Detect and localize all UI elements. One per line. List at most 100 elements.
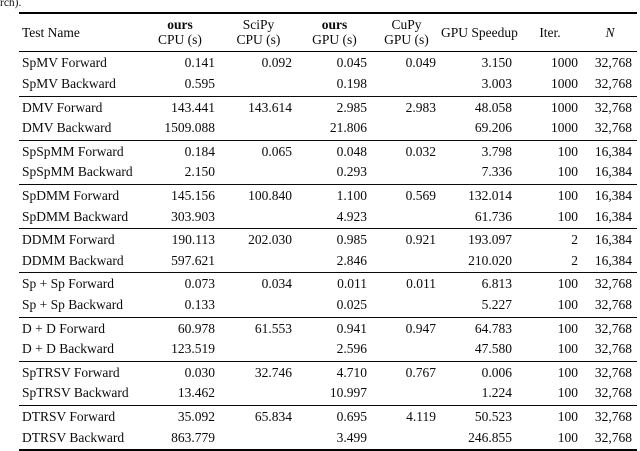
table-row: DTRSV Backward 863.779 3.499 246.855 100 32,7…	[19, 428, 637, 451]
cell-scipy-cpu	[220, 383, 297, 405]
cell-iter: 100	[557, 408, 578, 424]
cell-test-name: D + D Backward	[22, 341, 114, 357]
cell-test-name: SpSpMM Backward	[22, 164, 133, 180]
cell-ours-gpu: 10.997	[329, 385, 367, 401]
cell-n: 32,768	[594, 76, 632, 91]
cell-test-name: DDMM Forward	[22, 232, 115, 248]
row-group: D + D Forward 60.978 61.553 0.941 0.947 64.78…	[19, 317, 637, 361]
cell-scipy-cpu: 0.065	[261, 143, 292, 159]
cell-gpu-speedup: 3.150	[481, 55, 512, 71]
cell-n: 32,768	[594, 120, 632, 136]
col-header-ours-gpu-line1: ours	[321, 17, 348, 32]
cell-n: 32,768	[594, 385, 632, 401]
cell-cupy-gpu: 0.569	[405, 187, 436, 203]
cell-cupy-gpu	[372, 162, 441, 184]
cell-scipy-cpu: 143.614	[248, 99, 292, 115]
col-header-cupy-gpu-line2: GPU (s)	[384, 32, 429, 48]
cell-ours-cpu: 0.141	[184, 55, 215, 71]
cell-cupy-gpu: 0.032	[405, 143, 436, 159]
cell-test-name: DTRSV Backward	[22, 429, 125, 445]
cell-scipy-cpu: 100.840	[248, 187, 292, 203]
col-header-n-line1: N	[605, 24, 615, 40]
cell-ours-cpu: 143.441	[171, 99, 215, 115]
row-group: DMV Forward 143.441 143.614 2.985 2.983 48.05…	[19, 96, 637, 140]
cell-scipy-cpu: 32.746	[254, 364, 292, 380]
cell-gpu-speedup: 132.014	[468, 187, 512, 203]
cell-scipy-cpu	[220, 339, 297, 361]
cell-ours-cpu: 303.903	[171, 208, 215, 224]
cell-ours-cpu: 35.092	[177, 408, 215, 424]
cell-gpu-speedup: 47.580	[474, 341, 512, 357]
table-row: DTRSV Forward 35.092 65.834 0.695 4.119 50.52…	[19, 405, 637, 427]
cell-gpu-speedup: 3.003	[481, 76, 512, 91]
cell-ours-gpu: 4.710	[336, 364, 367, 380]
cell-cupy-gpu: 4.119	[406, 408, 436, 424]
cell-cupy-gpu	[372, 339, 441, 361]
cell-ours-cpu: 0.030	[184, 364, 215, 380]
cell-n: 32,768	[594, 276, 632, 292]
cell-iter: 100	[557, 208, 578, 224]
cell-ours-gpu: 2.846	[336, 252, 367, 268]
cell-test-name: SpMV Forward	[22, 55, 107, 71]
cell-test-name: Sp + Sp Backward	[22, 296, 123, 312]
cell-ours-gpu: 0.198	[336, 76, 367, 91]
table-row: Sp + Sp Backward 0.133 0.025 5.227 100 32,768	[19, 295, 637, 317]
cell-n: 32,768	[594, 320, 632, 336]
header-row: Test Name ours CPU (s) SciPy CPU (s) ours GPU …	[19, 13, 637, 52]
cell-scipy-cpu	[220, 207, 297, 229]
row-group: SpMV Forward 0.141 0.092 0.045 0.049 3.150 100…	[19, 52, 637, 96]
benchmark-table: Test Name ours CPU (s) SciPy CPU (s) ours GPU …	[19, 12, 637, 451]
cell-n: 32,768	[594, 341, 632, 357]
cell-iter: 100	[557, 364, 578, 380]
cell-ours-gpu: 2.985	[336, 99, 367, 115]
cell-scipy-cpu	[220, 118, 297, 140]
cell-cupy-gpu	[372, 383, 441, 405]
cell-ours-cpu: 13.462	[177, 385, 215, 401]
cell-test-name: DTRSV Forward	[22, 408, 116, 424]
cell-n: 16,384	[594, 208, 632, 224]
cell-scipy-cpu	[220, 428, 297, 451]
col-header-n: N	[583, 13, 637, 52]
col-header-scipy-cpu: SciPy CPU (s)	[220, 13, 297, 52]
cell-ours-gpu: 0.695	[336, 408, 367, 424]
col-header-cupy-gpu-line1: CuPy	[391, 17, 422, 32]
cell-iter: 100	[557, 296, 578, 312]
cell-ours-cpu: 145.156	[171, 187, 215, 203]
cell-ours-cpu: 0.073	[184, 276, 215, 292]
col-header-test-name-line1: Test Name	[22, 24, 80, 40]
cell-n: 32,768	[594, 296, 632, 312]
cell-cupy-gpu: 0.011	[406, 276, 436, 292]
cell-scipy-cpu	[220, 162, 297, 184]
cell-iter: 1000	[551, 120, 578, 136]
caption-fragment: rch).	[0, 0, 22, 9]
col-header-gpu-speedup-line1: GPU Speedup	[441, 24, 518, 40]
cell-ours-cpu: 0.133	[184, 296, 215, 312]
cell-scipy-cpu	[220, 74, 297, 96]
cell-cupy-gpu	[372, 74, 441, 96]
col-header-test-name: Test Name	[19, 13, 140, 52]
cell-cupy-gpu: 0.921	[405, 232, 436, 248]
table-row: DMV Backward 1509.088 21.806 69.206 1000 32,7…	[19, 118, 637, 140]
table-row: SpDMM Forward 145.156 100.840 1.100 0.569 132…	[19, 184, 637, 206]
cell-test-name: SpSpMM Forward	[22, 143, 124, 159]
col-header-gpu-speedup: GPU Speedup	[441, 13, 518, 52]
table-row: SpMV Backward 0.595 0.198 3.003 1000 32,768	[19, 74, 637, 96]
cell-ours-gpu: 0.941	[336, 320, 367, 336]
table-row: SpMV Forward 0.141 0.092 0.045 0.049 3.150 100…	[19, 52, 637, 74]
table-row: DDMM Backward 597.621 2.846 210.020 2 16,384	[19, 251, 637, 273]
col-header-cupy-gpu: CuPy GPU (s)	[372, 13, 441, 52]
cell-iter: 100	[557, 341, 578, 357]
cell-n: 32,768	[594, 55, 632, 71]
cell-ours-gpu: 0.011	[337, 276, 367, 292]
cell-ours-cpu: 0.184	[184, 143, 215, 159]
cell-cupy-gpu	[372, 118, 441, 140]
cell-gpu-speedup: 193.097	[468, 232, 512, 248]
cell-iter: 100	[557, 276, 578, 292]
cell-ours-gpu: 1.100	[336, 187, 367, 203]
cell-scipy-cpu	[220, 251, 297, 273]
cell-test-name: SpTRSV Forward	[22, 364, 120, 380]
cell-ours-gpu: 0.025	[336, 296, 367, 312]
cell-ours-gpu: 0.293	[336, 164, 367, 180]
table-row: D + D Backward 123.519 2.596 47.580 100 32,76…	[19, 339, 637, 361]
table-row: DDMM Forward 190.113 202.030 0.985 0.921 193.…	[19, 229, 637, 251]
